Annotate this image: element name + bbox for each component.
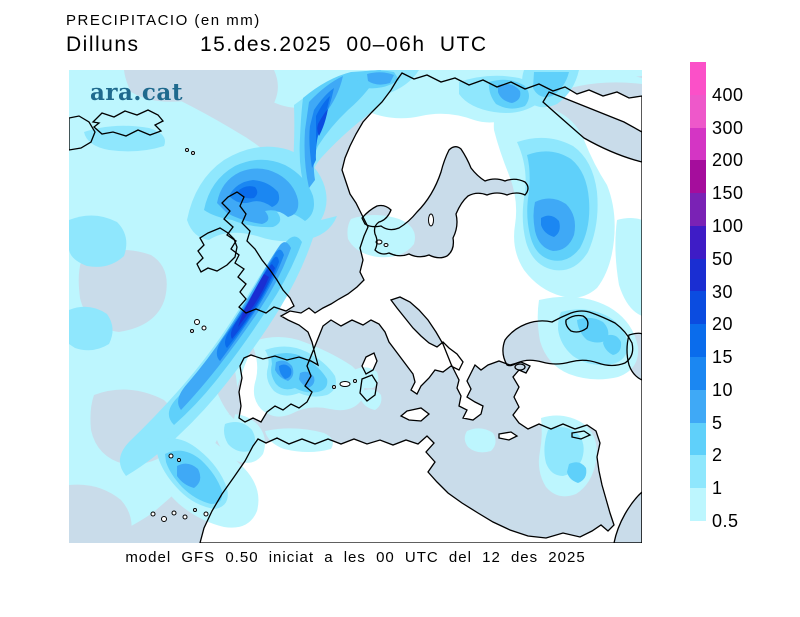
precip-level-30-50mm [238, 274, 269, 327]
color-scale-segment [690, 193, 706, 226]
legend-label: 10 [712, 379, 734, 400]
color-scale-segment [690, 324, 706, 358]
weekday-label: Dilluns [66, 33, 140, 56]
color-scale-segment [690, 258, 706, 292]
page-title: PRECIPITACIO (en mm) [66, 12, 261, 29]
legend-label: 150 [712, 183, 744, 204]
legend-label: 400 [712, 84, 744, 105]
small-islands [150, 148, 434, 522]
legend-label: 30 [712, 281, 734, 302]
legend-label: 5 [712, 412, 723, 433]
legend-label: 300 [712, 117, 744, 138]
precipitation-map-svg [69, 70, 642, 543]
weather-map: ara.cat [69, 70, 642, 543]
legend-label: 0.5 [712, 511, 739, 531]
date-title: Dilluns 15.des.2025 00–06h UTC [66, 33, 706, 129]
legend-label: 50 [712, 248, 734, 269]
model-caption: model GFS 0.50 iniciat a les 00 UTC del … [125, 549, 586, 566]
legend-label: 1 [712, 478, 723, 499]
legend-label: 2 [712, 445, 723, 466]
color-scale-segment [690, 62, 706, 95]
color-scale-segment [690, 160, 706, 194]
color-scale-segment [690, 389, 706, 423]
color-scale-segment [690, 455, 706, 489]
color-scale-bar [690, 62, 706, 521]
legend-label: 100 [712, 215, 744, 236]
datetime-label: 15.des.2025 00–06h UTC [200, 33, 488, 56]
watermark-logo: ara.cat [90, 79, 183, 106]
color-scale-labels: 400 300 200 150 100 50 30 20 15 10 5 2 1 0.5 [712, 62, 772, 531]
legend-label: 20 [712, 314, 734, 335]
color-scale-segment [690, 357, 706, 390]
legend-label: 200 [712, 150, 744, 171]
color-scale-segment [690, 94, 706, 128]
color-scale-segment [690, 291, 706, 325]
legend-label: 15 [712, 347, 734, 368]
color-scale-segment [690, 127, 706, 161]
color-scale-segment [690, 488, 706, 521]
color-scale-segment [690, 225, 706, 259]
color-scale-segment [690, 422, 706, 456]
